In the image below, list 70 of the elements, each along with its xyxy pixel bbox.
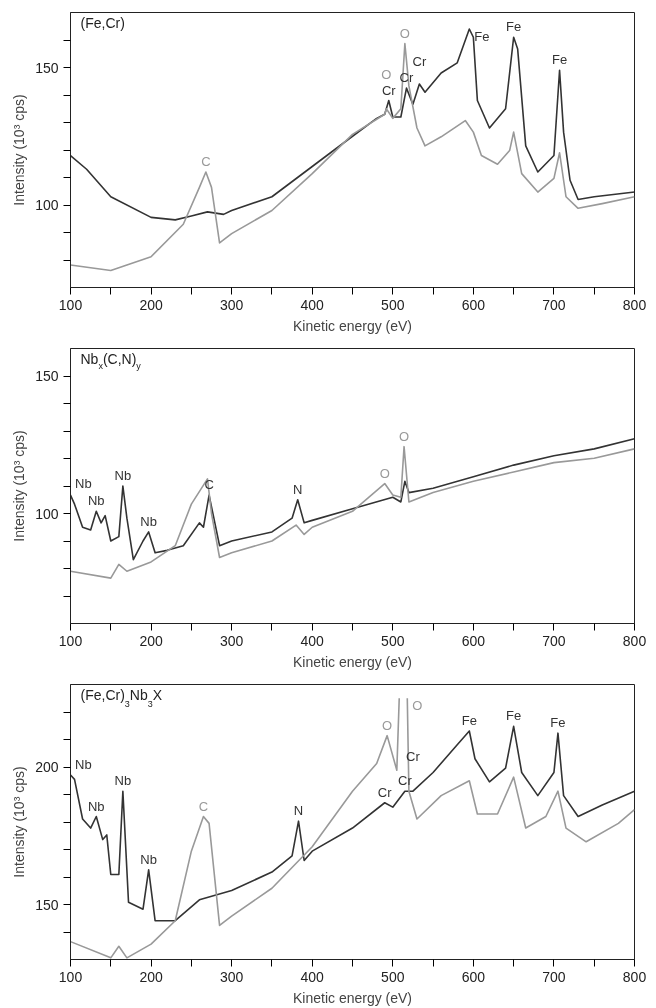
line-series xyxy=(70,445,635,579)
x-tick-label: 300 xyxy=(219,296,244,313)
x-tick-label: 100 xyxy=(58,632,83,649)
annotation: Nb xyxy=(87,798,105,814)
annotation: Fe xyxy=(551,52,568,68)
y-tick-label: 150 xyxy=(35,59,59,76)
y-tick-label: 150 xyxy=(35,368,59,384)
x-axis-title: Kinetic energy (eV) xyxy=(292,653,413,670)
x-axis-title: Kinetic energy (eV) xyxy=(292,989,413,1006)
annotation: C xyxy=(198,798,209,814)
annotation: Cr xyxy=(377,784,393,800)
annotation: Fe xyxy=(550,715,566,731)
x-tick-label: 500 xyxy=(381,632,405,649)
annotation: Cr xyxy=(406,749,421,765)
x-tick-label: 800 xyxy=(622,296,647,313)
annotation: Cr xyxy=(399,70,415,86)
y-axis-title: Intensity (10³ cps) xyxy=(11,430,28,542)
x-tick-label: 200 xyxy=(139,968,163,985)
annotation: O xyxy=(399,428,410,444)
annotation: Nb xyxy=(114,468,132,483)
annotation: Nb xyxy=(114,773,132,789)
x-tick-label: 100 xyxy=(58,296,83,313)
x-tick-label: 600 xyxy=(461,968,486,985)
annotation: Nb xyxy=(140,513,157,529)
annotation: Fe xyxy=(461,712,477,728)
y-axis-title: Intensity (10³ cps) xyxy=(11,94,28,206)
x-tick-label: 200 xyxy=(139,296,163,313)
x-axis-title: Kinetic energy (eV) xyxy=(292,317,413,334)
annotation: Cr xyxy=(381,82,397,98)
annotation: Nb xyxy=(75,756,92,772)
x-tick-label: 500 xyxy=(381,968,405,985)
x-tick-label: 700 xyxy=(542,968,566,985)
chart-title: (Fe,Cr) xyxy=(80,14,125,31)
annotation: C xyxy=(201,154,211,169)
y-tick-label: 100 xyxy=(35,505,59,522)
annotation: Cr xyxy=(412,54,427,69)
annotation: Nb xyxy=(140,851,157,867)
annotation: O xyxy=(379,465,390,481)
y-axis-title: Intensity (10³ cps) xyxy=(11,766,28,878)
annotation: Nb xyxy=(75,476,92,492)
annotation: Fe xyxy=(506,708,522,724)
x-tick-label: 300 xyxy=(219,968,244,985)
x-tick-label: 600 xyxy=(461,632,486,649)
annotation: Cr xyxy=(398,773,413,789)
annotation: C xyxy=(204,477,214,493)
x-tick-label: 400 xyxy=(300,968,325,985)
x-tick-label: 400 xyxy=(300,296,325,313)
annotation: O xyxy=(399,25,410,41)
annotation: O xyxy=(412,698,423,714)
annotation: Fe xyxy=(506,19,522,35)
x-tick-label: 700 xyxy=(542,296,566,313)
x-tick-label: 800 xyxy=(622,968,647,985)
y-tick-label: 200 xyxy=(35,759,59,775)
annotation: O xyxy=(381,66,392,82)
x-tick-label: 400 xyxy=(300,632,325,649)
x-tick-label: 800 xyxy=(622,632,647,649)
y-tick-label: 100 xyxy=(35,197,59,213)
line-series xyxy=(70,42,635,272)
x-tick-label: 600 xyxy=(461,296,486,313)
annotation: Fe xyxy=(474,29,490,44)
x-tick-label: 200 xyxy=(139,632,163,649)
annotation: N xyxy=(293,803,304,819)
y-tick-label: 150 xyxy=(35,896,59,913)
annotation: N xyxy=(293,481,303,497)
annotation: Nb xyxy=(87,493,105,509)
x-tick-label: 300 xyxy=(219,632,244,649)
x-tick-label: 100 xyxy=(58,968,83,985)
x-tick-label: 500 xyxy=(381,296,405,313)
annotation: O xyxy=(382,717,393,733)
x-tick-label: 700 xyxy=(542,632,566,649)
